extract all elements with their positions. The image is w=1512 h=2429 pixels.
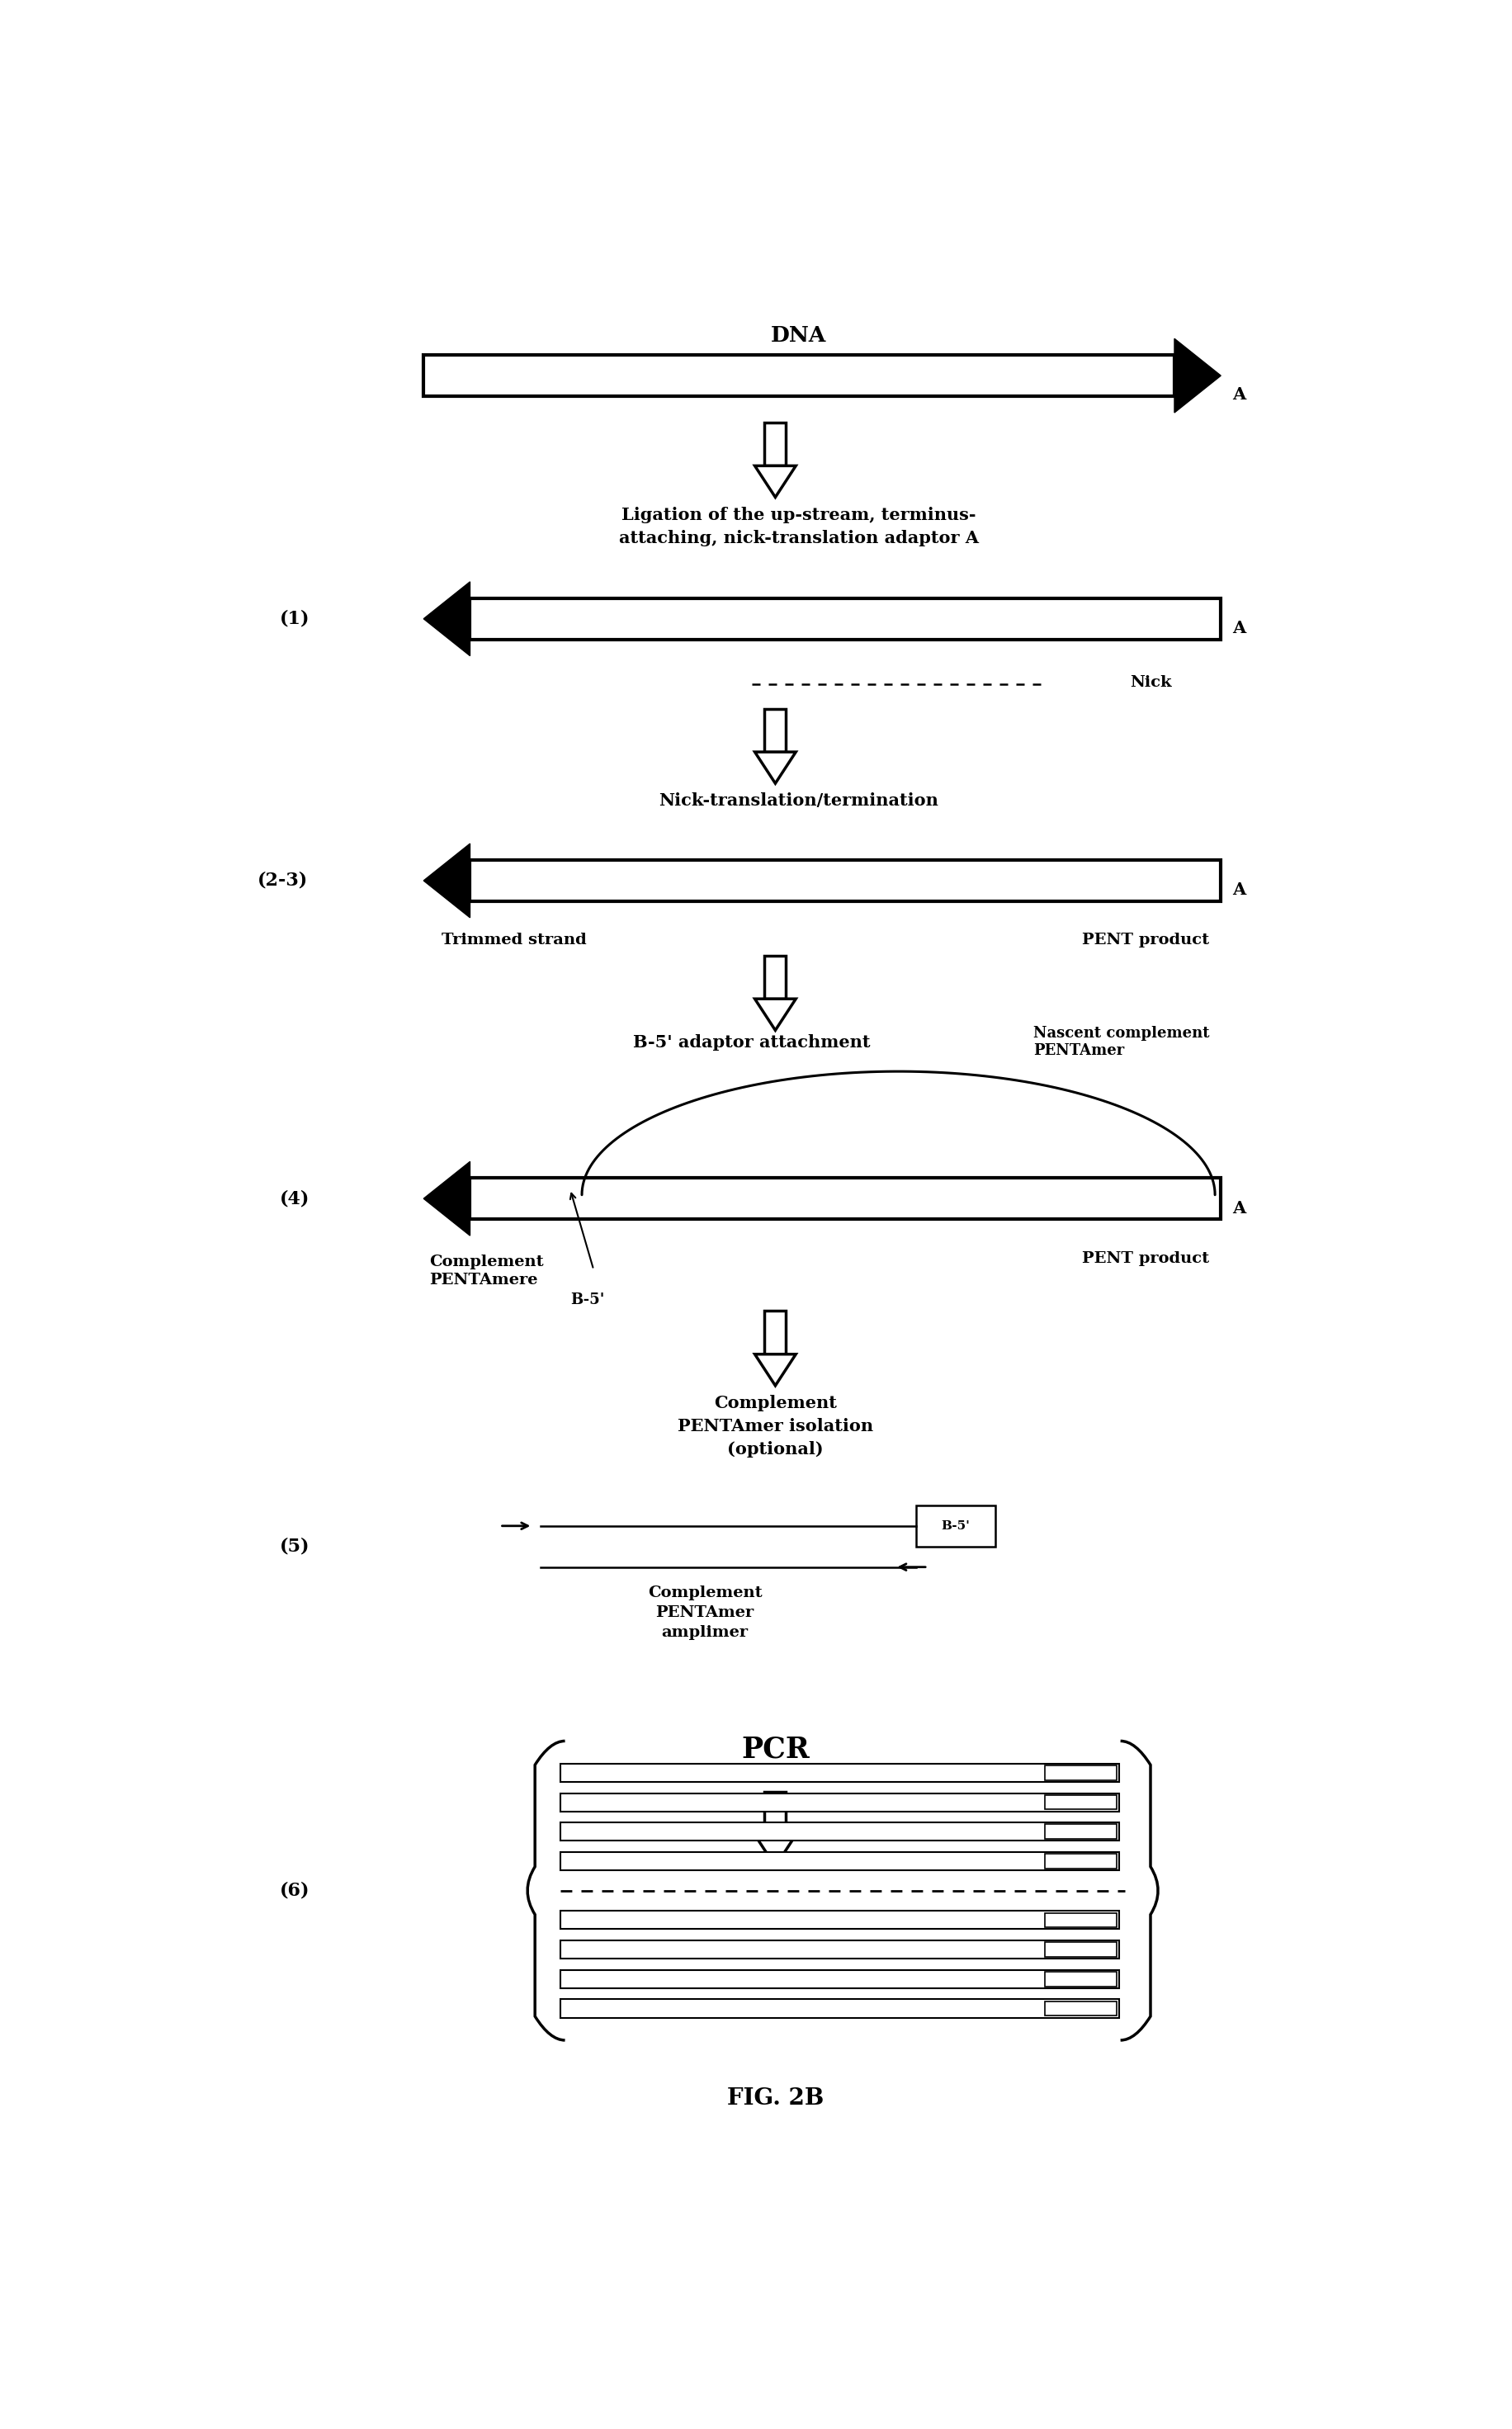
Text: B-5': B-5' [570,1292,605,1307]
Polygon shape [561,1851,1119,1870]
Polygon shape [764,1312,786,1355]
Polygon shape [754,1834,795,1865]
Polygon shape [561,1999,1119,2018]
Text: Nick-translation/termination: Nick-translation/termination [659,792,937,809]
Polygon shape [470,1178,1220,1219]
Polygon shape [470,860,1220,901]
Text: DNA: DNA [771,325,826,345]
Text: Ligation of the up-stream, terminus-
attaching, nick-translation adaptor A: Ligation of the up-stream, terminus- att… [618,508,978,547]
Polygon shape [1045,1853,1116,1868]
Text: Trimmed strand: Trimmed strand [442,933,587,947]
Text: Nascent complement
PENTAmer: Nascent complement PENTAmer [1033,1027,1208,1059]
Polygon shape [915,1506,995,1547]
Text: Complement
PENTAmer isolation
(optional): Complement PENTAmer isolation (optional) [677,1394,872,1457]
Polygon shape [764,709,786,753]
Polygon shape [1045,2001,1116,2016]
Text: PENT product: PENT product [1081,1251,1208,1266]
Text: A: A [1232,1200,1246,1217]
Polygon shape [423,583,470,656]
Text: (4): (4) [280,1190,310,1207]
Text: (1): (1) [280,610,310,627]
Text: A: A [1232,619,1246,636]
Polygon shape [1045,1795,1116,1810]
Text: A: A [1232,386,1246,403]
Polygon shape [1045,1943,1116,1958]
Polygon shape [561,1793,1119,1812]
Polygon shape [561,1970,1119,1987]
Polygon shape [1045,1972,1116,1987]
Text: (2-3): (2-3) [257,872,308,889]
Polygon shape [423,843,470,918]
Polygon shape [1045,1766,1116,1780]
Text: FIG. 2B: FIG. 2B [727,2087,823,2108]
Text: B-5': B-5' [940,1521,969,1533]
Polygon shape [1045,1912,1116,1926]
Polygon shape [561,1763,1119,1783]
Text: PCR: PCR [741,1734,809,1763]
Text: Nick: Nick [1129,675,1170,690]
Polygon shape [754,998,795,1030]
Text: (6): (6) [280,1882,310,1899]
Polygon shape [764,1793,786,1834]
Polygon shape [423,1161,470,1236]
Text: PENT product: PENT product [1081,933,1208,947]
Polygon shape [764,423,786,466]
Polygon shape [561,1941,1119,1958]
Polygon shape [764,955,786,998]
Text: A: A [1232,882,1246,899]
Text: B-5' adaptor attachment: B-5' adaptor attachment [634,1035,869,1049]
Polygon shape [754,753,795,785]
Text: Complement
PENTAmer
amplimer: Complement PENTAmer amplimer [647,1586,762,1640]
Polygon shape [1173,338,1220,413]
Polygon shape [754,1355,795,1385]
Polygon shape [561,1822,1119,1841]
Polygon shape [470,598,1220,639]
Polygon shape [561,1912,1119,1929]
Text: (5): (5) [280,1538,310,1555]
Polygon shape [754,466,795,498]
Polygon shape [423,355,1173,396]
Polygon shape [1045,1824,1116,1839]
Text: Complement
PENTAmere: Complement PENTAmere [429,1256,544,1287]
